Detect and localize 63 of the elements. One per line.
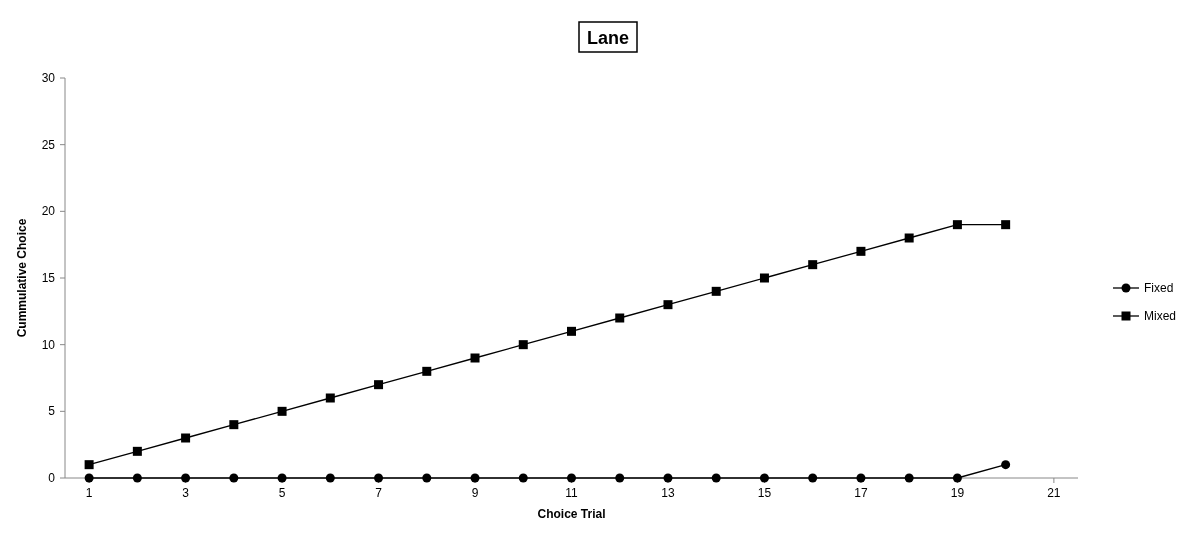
point [904,473,914,483]
x-tick-label: 19 [950,486,965,500]
point [808,260,818,270]
y-tick-label: 20 [41,204,56,219]
chart-title: Lane [586,28,630,48]
point [518,473,528,483]
point [904,233,914,243]
point [856,246,866,256]
x-tick-label: 13 [661,486,675,500]
point [325,393,335,403]
x-tick-label: 15 [757,486,772,500]
y-tick-label: 15 [41,271,56,285]
point [663,300,673,310]
x-tick-label: 21 [1047,486,1061,500]
legend-label: Mixed [1144,309,1177,323]
x-tick-label: 5 [278,486,286,500]
point [132,446,142,456]
point [1001,460,1011,470]
point [1001,220,1011,230]
legend-label: Fixed [1144,281,1174,295]
point [856,473,866,483]
point [663,473,673,483]
point [711,286,721,296]
point [952,473,962,483]
point [518,340,528,350]
x-axis-title: Choice Trial [537,507,606,521]
point [181,433,191,443]
y-tick-label: 25 [41,137,56,152]
y-tick-label: 10 [41,337,56,352]
point [132,473,142,483]
point [470,353,480,363]
y-tick-label: 0 [48,471,56,485]
x-tick-label: 11 [565,486,579,500]
point [325,473,335,483]
point [84,460,94,470]
point [422,473,432,483]
point [711,473,721,483]
x-tick-label: 3 [182,486,190,500]
point [759,473,769,483]
point [84,473,94,483]
point [374,473,384,483]
point [615,313,625,323]
point [567,326,576,336]
point [277,406,287,416]
y-tick-label: 5 [48,404,56,419]
x-tick-label: 1 [85,486,93,500]
x-tick-label: 17 [854,486,868,500]
point [277,473,287,483]
point [181,473,191,483]
y-axis-title: Cummulative Choice [15,218,29,338]
point [808,473,818,483]
point [229,473,239,483]
y-tick-label: 30 [41,71,56,85]
point [470,473,480,483]
point [615,473,625,483]
point [952,220,962,230]
point [422,366,432,376]
x-tick-label: 7 [375,486,383,500]
point [567,473,576,483]
point [374,380,384,390]
point [229,420,239,430]
x-tick-label: 9 [471,486,479,500]
point [759,273,769,283]
